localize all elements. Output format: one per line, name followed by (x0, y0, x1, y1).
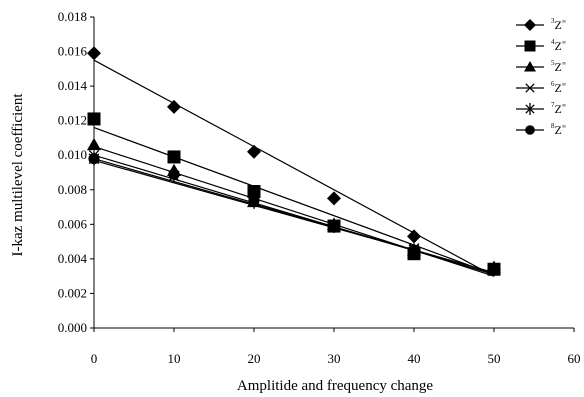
data-point-4-20 (247, 185, 261, 199)
data-point-3-30 (327, 191, 341, 206)
y-tick-label: 0.006 (58, 216, 88, 231)
y-axis-title: I-kaz multilevel coefficient (10, 93, 26, 257)
y-tick-label: 0.010 (58, 147, 87, 162)
y-tick-label: 0.014 (58, 78, 88, 93)
fit-lines (93, 59, 495, 277)
data-point-4-10 (167, 150, 181, 164)
legend-marker (525, 83, 535, 93)
x-tick-label: 50 (488, 351, 501, 366)
data-point-5-0 (87, 137, 101, 151)
series-line-6 (93, 154, 495, 276)
series-line-3 (93, 59, 495, 277)
data-point-8-20 (248, 194, 260, 206)
data-point-3-20 (247, 144, 261, 159)
data-point-3-40 (407, 229, 421, 244)
data-point-8-40 (408, 244, 420, 256)
x-tick-label: 40 (408, 351, 421, 366)
legend-item-8: 8Z∞ (516, 122, 566, 137)
y-tick-label: 0.016 (58, 44, 88, 59)
data-point-3-0 (87, 46, 101, 61)
x-axis-title: Amplitide and frequency change (237, 378, 434, 394)
data-point-3-10 (167, 99, 181, 114)
legend-marker (525, 125, 535, 135)
x-tick-label: 0 (91, 351, 98, 366)
legend-item-7: 7Z∞ (516, 101, 566, 116)
legend-label: 6Z∞ (551, 80, 566, 95)
data-point-8-50 (488, 263, 500, 275)
series-line-4 (93, 127, 495, 276)
legend-label: 5Z∞ (551, 59, 566, 74)
y-tick-label: 0.012 (58, 113, 87, 128)
legend-marker (525, 103, 535, 115)
legend-marker (524, 61, 536, 72)
y-tick-label: 0.002 (58, 285, 87, 300)
data-point-8-30 (328, 220, 340, 232)
y-tick-label: 0.004 (58, 251, 88, 266)
y-tick-label: 0.000 (58, 320, 87, 335)
legend-label: 4Z∞ (551, 38, 566, 53)
x-tick-label: 10 (168, 351, 181, 366)
data-point-8-10 (168, 168, 180, 180)
y-tick-label: 0.018 (58, 9, 87, 24)
x-tick-label: 60 (568, 351, 581, 366)
legend: 3Z∞ 4Z∞ 5Z∞ 6Z∞ 7Z∞ 8Z∞ (516, 17, 566, 137)
y-tick-label: 0.008 (58, 182, 87, 197)
legend-label: 8Z∞ (551, 122, 566, 137)
legend-item-5: 5Z∞ (516, 59, 566, 74)
x-tick-label: 30 (328, 351, 341, 366)
data-point-4-0 (87, 112, 101, 126)
legend-marker (524, 40, 536, 52)
axes: 0.000 0.002 0.004 0.006 0.008 0.010 0.012 0.014… (58, 9, 581, 366)
legend-item-3: 3Z∞ (516, 17, 566, 32)
legend-marker (524, 19, 536, 31)
data-point-8-0 (88, 153, 100, 165)
legend-label: 3Z∞ (551, 17, 566, 32)
x-tick-label: 20 (248, 351, 261, 366)
legend-label: 7Z∞ (551, 101, 566, 116)
series-line-8 (93, 159, 495, 274)
markers (87, 46, 501, 277)
legend-item-4: 4Z∞ (516, 38, 566, 53)
legend-item-6: 6Z∞ (516, 80, 566, 95)
